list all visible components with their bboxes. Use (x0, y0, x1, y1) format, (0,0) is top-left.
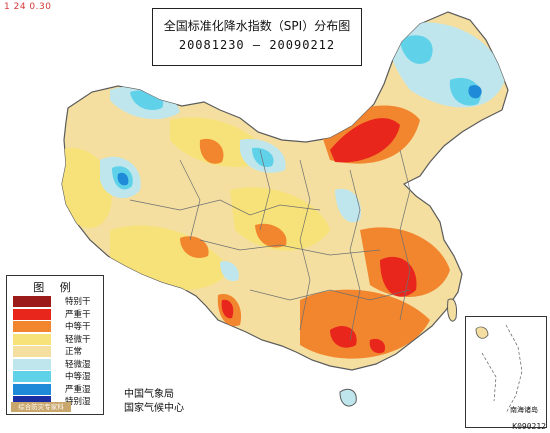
corner-tag: 1 24 0.30 (4, 2, 52, 12)
legend-item: 严重湿 (13, 383, 99, 395)
zone-heavy-dry-north (330, 118, 400, 163)
zone-moderate-dry-tibet (180, 236, 209, 258)
zone-moderate-dry-south (300, 289, 430, 359)
legend-item: 轻微湿 (13, 358, 99, 370)
legend-swatch (13, 371, 51, 382)
legend-title: 图 例 (33, 281, 77, 294)
zone-moderate-wet-gansu (252, 147, 274, 168)
province-boundaries (129, 149, 411, 341)
hainan-island (339, 388, 357, 407)
legend-swatch (13, 358, 51, 370)
zone-light-dry-center (230, 187, 330, 251)
credit-line-1: 中国气象局 (124, 389, 174, 400)
inset-map (475, 324, 523, 414)
legend-item: 中等湿 (13, 371, 99, 382)
legend-swatch (13, 346, 51, 357)
corner-stamp: K090212 (512, 422, 546, 431)
legend-label: 轻微湿 (65, 359, 91, 370)
title-box: 全国标准化降水指数（SPI）分布图 20081230 — 20090212 (152, 8, 362, 66)
credit-line-2: 国家气候中心 (124, 403, 184, 414)
zone-moderate-wet-northeast (400, 35, 433, 64)
credits: 中国气象局 国家气候中心 (124, 388, 184, 416)
zone-heavy-dry-south (330, 325, 357, 348)
legend-label: 中等干 (65, 322, 91, 332)
legend-label: 中等湿 (65, 372, 91, 382)
legend-label: 严重湿 (65, 384, 91, 395)
legend-swatch (13, 383, 51, 395)
legend: 图 例 特别干严重干中等干轻微干正常轻微湿中等湿严重湿特别湿 综合防灾专家科 (6, 275, 104, 415)
zone-light-wet-hebei (335, 188, 361, 223)
legend-item: 特别干 (13, 296, 99, 307)
legend-swatch (13, 333, 51, 345)
zone-light-dry-west (62, 148, 112, 229)
inset-label: 南海诸岛 (510, 406, 538, 414)
legend-item: 中等干 (13, 321, 99, 332)
legend-swatch (13, 396, 51, 407)
zone-light-wet-southwest (220, 261, 239, 282)
zone-heavy-wet-ne (468, 85, 482, 99)
map-title: 全国标准化降水指数（SPI）分布图 (163, 19, 351, 33)
zone-moderate-dry-west (199, 138, 224, 164)
legend-swatch (13, 321, 51, 332)
legend-label: 特别干 (65, 297, 91, 307)
legend-item: 轻微干 (13, 333, 99, 345)
zone-heavy-dry-se (369, 338, 386, 354)
zone-heavy-wet-tarim (117, 172, 129, 186)
taiwan-island (447, 298, 457, 322)
legend-label: 特别湿 (65, 397, 91, 407)
legend-item: 正常 (13, 346, 99, 357)
legend-label: 正常 (65, 347, 83, 357)
zone-heavy-dry-east (380, 256, 417, 297)
legend-swatch (13, 308, 51, 320)
zone-moderate-wet-ne2 (449, 77, 481, 106)
zone-moderate-dry-center (255, 223, 287, 248)
map-period: 20081230 — 20090212 (178, 38, 336, 52)
legend-swatch (13, 296, 51, 307)
legend-footer: 综合防灾专家科 (11, 402, 71, 412)
zone-heavy-dry-sw (221, 299, 234, 319)
legend-item: 严重干 (13, 308, 99, 320)
legend-item: 特别湿 (13, 396, 99, 407)
legend-label: 严重干 (65, 309, 91, 320)
south-china-sea-inset: 南海诸岛 (465, 316, 547, 428)
legend-label: 轻微干 (65, 334, 91, 345)
